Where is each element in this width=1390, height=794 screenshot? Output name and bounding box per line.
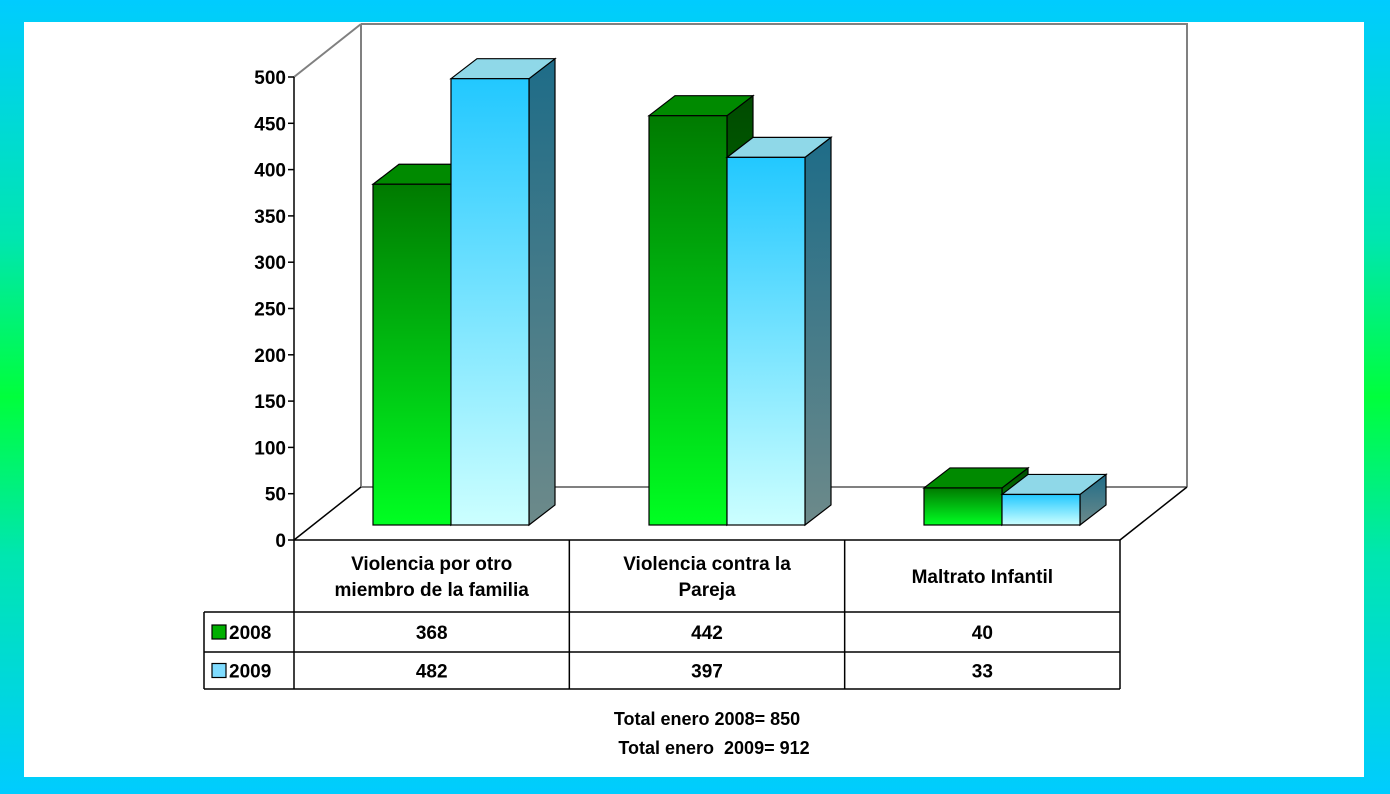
data-label: 397	[691, 662, 723, 683]
bar-side	[528, 57, 556, 527]
bar	[1000, 473, 1108, 527]
bar	[449, 57, 557, 527]
bar-front	[726, 156, 806, 526]
bar-chart: 0 50 100 150 200 250 300 350 400 450 500 Violencia…	[203, 23, 1188, 758]
data-label: 40	[972, 623, 993, 644]
y-tick-label: 150	[254, 392, 286, 413]
total-2009-label: Total enero 2009= 912	[618, 738, 809, 758]
y-tick-label: 400	[254, 161, 286, 182]
data-label: 442	[691, 623, 723, 644]
bar-front	[372, 183, 452, 526]
bar-side	[804, 136, 832, 527]
y-tick-label: 0	[275, 531, 286, 552]
bar-front	[1001, 493, 1081, 526]
legend-swatch	[211, 624, 227, 640]
bar-front	[648, 115, 728, 526]
category-label: miembro de la familia	[335, 580, 530, 601]
legend-label: 2009	[229, 662, 271, 683]
side-wall-top-edge	[293, 23, 362, 78]
data-label: 33	[972, 662, 993, 683]
legend-swatch	[211, 662, 227, 679]
y-tick-label: 300	[254, 253, 286, 274]
floor-right-edge	[1119, 486, 1188, 541]
total-2008-label: Total enero 2008= 850	[614, 709, 800, 729]
category-label: Pareja	[678, 580, 735, 601]
back-wall-outline	[361, 23, 1188, 487]
y-axis: 0 50 100 150 200 250 300 350 400 450 500	[254, 68, 295, 552]
bar-front	[923, 487, 1003, 526]
y-tick-label: 50	[265, 485, 286, 506]
data-label: 482	[416, 662, 448, 683]
bars	[371, 57, 1108, 527]
y-tick-label: 500	[254, 68, 286, 89]
y-tick-label: 100	[254, 438, 286, 459]
y-tick-label: 350	[254, 207, 286, 228]
data-label: 368	[416, 623, 448, 644]
totals-annotation: Total enero 2008= 850 Total enero 2009= 9…	[614, 709, 810, 758]
bar-front	[450, 78, 530, 526]
floor-left-edge	[293, 486, 362, 541]
y-tick-label: 200	[254, 346, 286, 367]
y-tick-label: 450	[254, 114, 286, 135]
category-label: Violencia contra la	[623, 554, 791, 575]
category-label: Maltrato Infantil	[912, 567, 1053, 588]
data-table: Violencia por otro miembro de la familia V…	[203, 539, 1121, 690]
category-label: Violencia por otro	[351, 554, 512, 575]
bar	[725, 136, 833, 527]
legend-label: 2008	[229, 623, 271, 644]
y-tick-label: 250	[254, 300, 286, 321]
chart-panel: 0 50 100 150 200 250 300 350 400 450 500 Violencia…	[24, 22, 1364, 777]
